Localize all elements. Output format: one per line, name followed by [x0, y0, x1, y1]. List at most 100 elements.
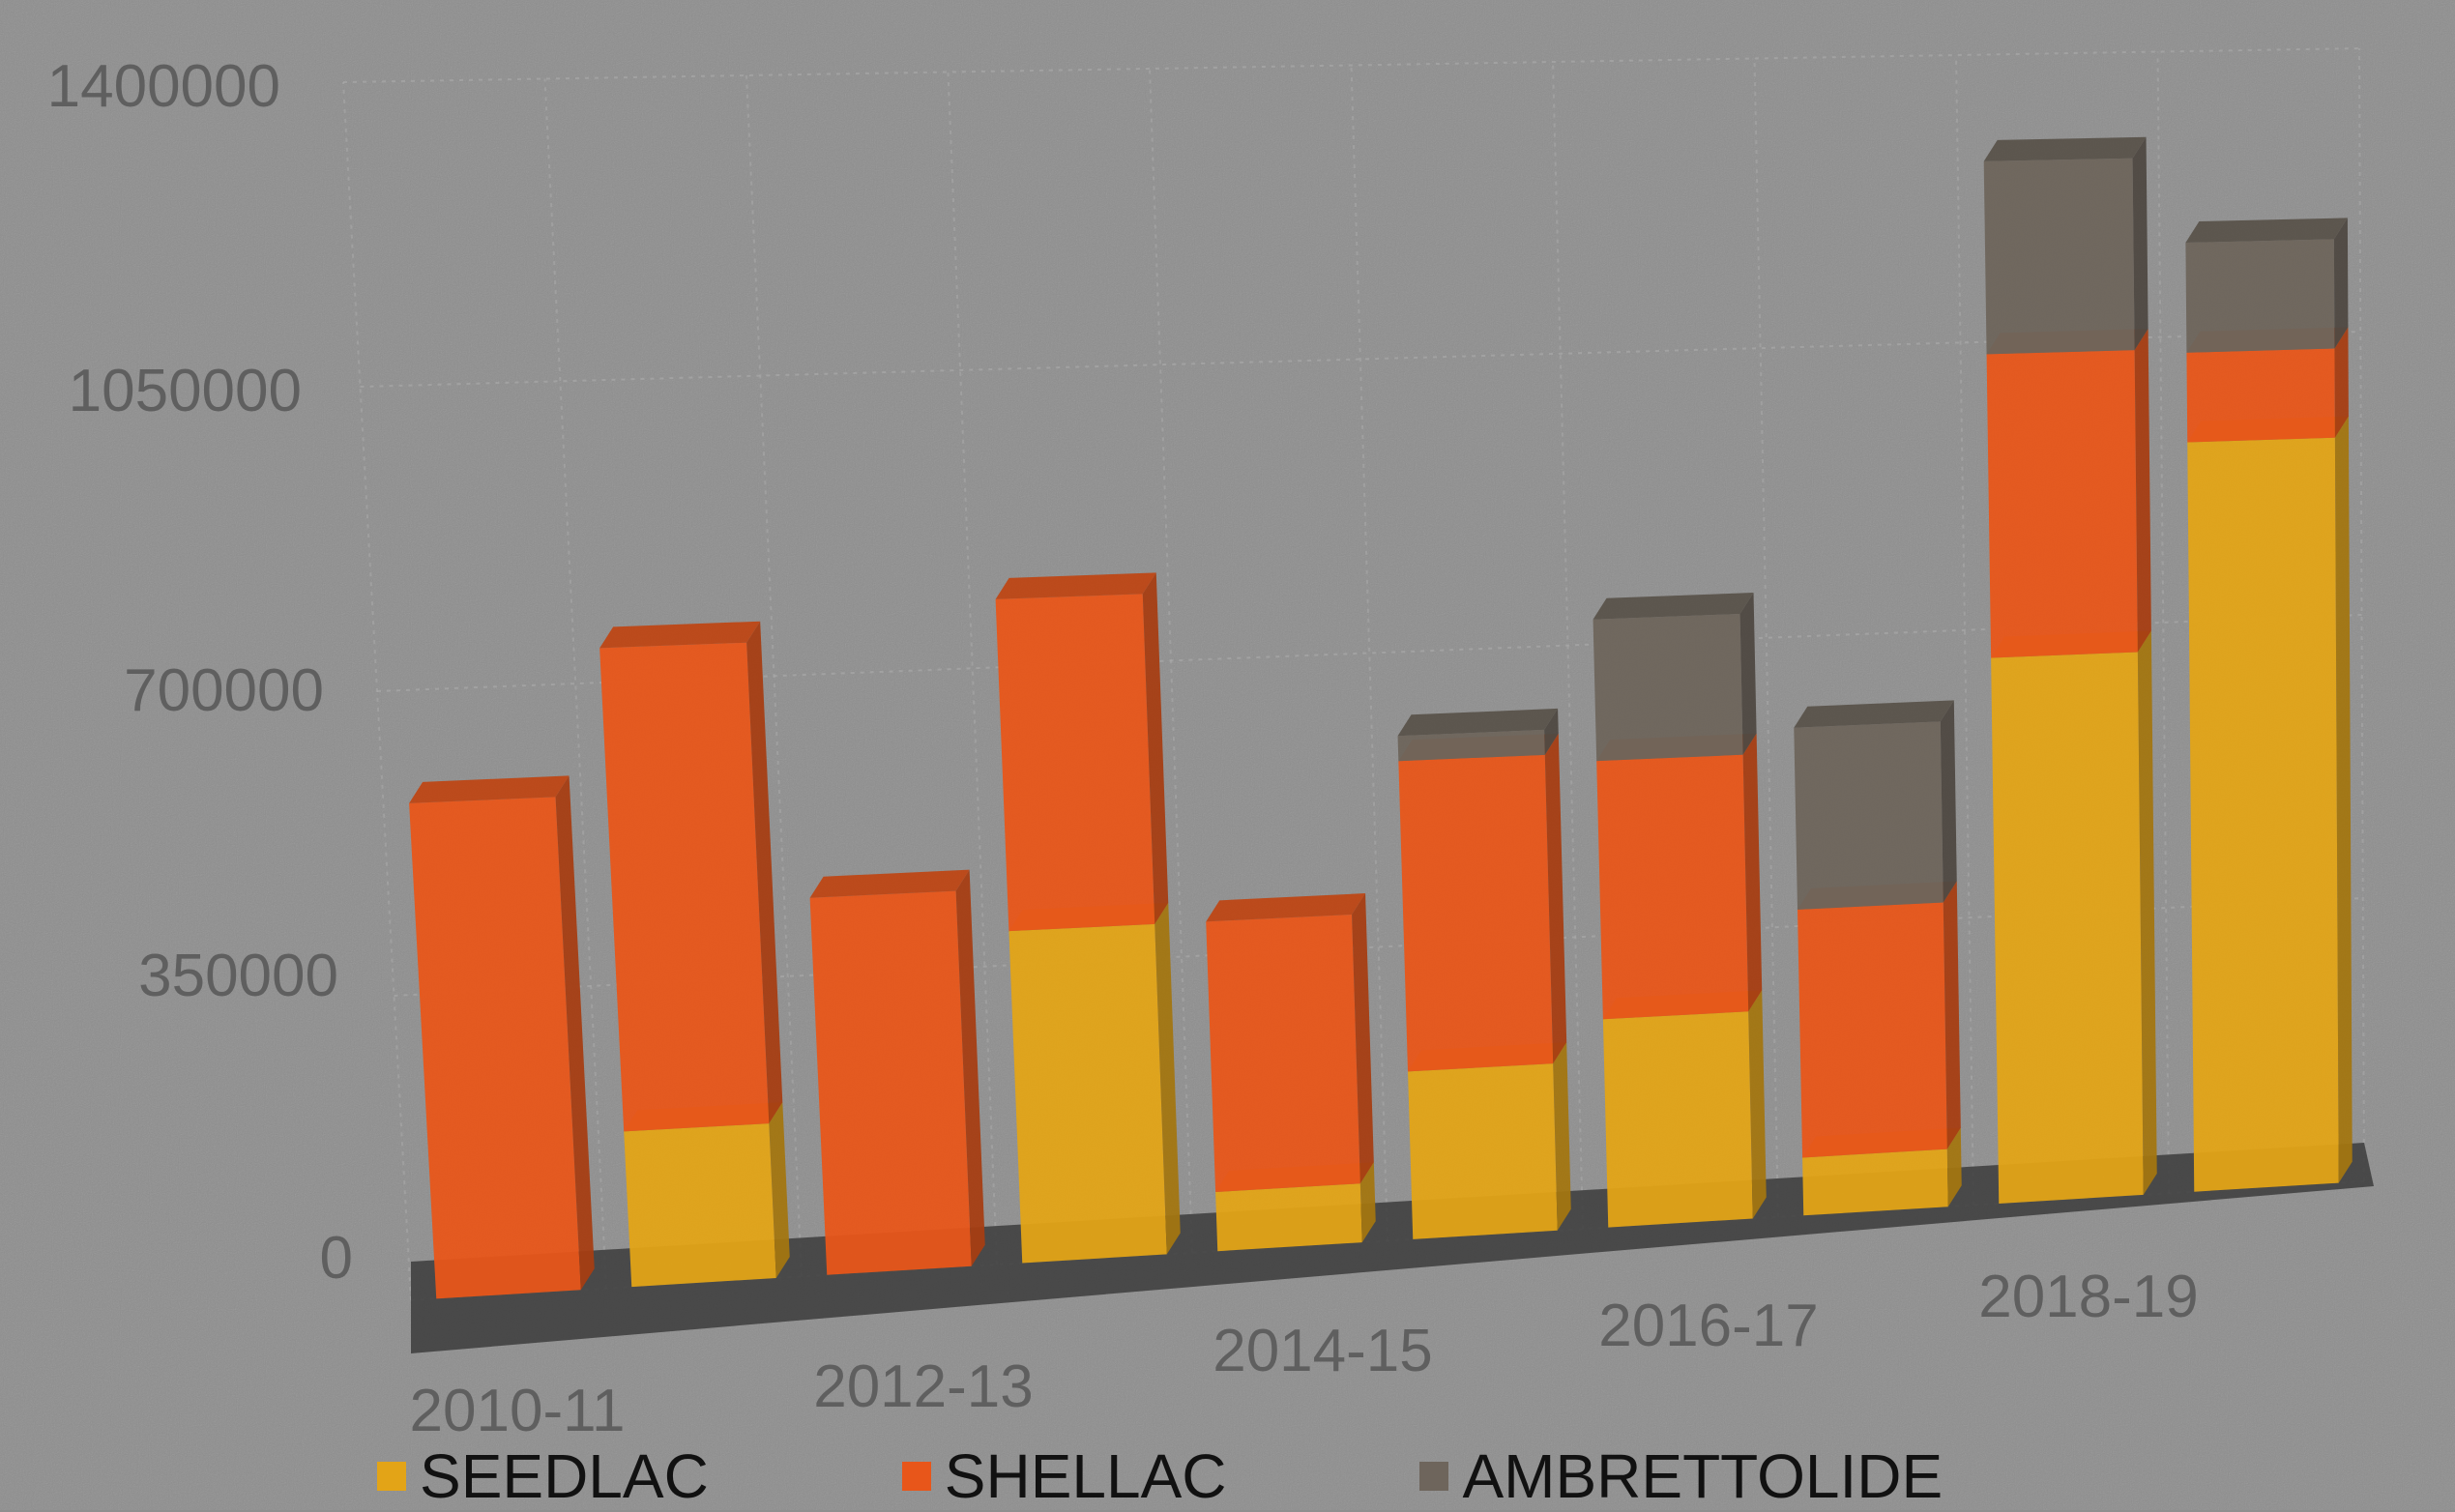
- bar-segment-ambrettolide: [2185, 218, 2349, 353]
- bar-side-face: [1544, 733, 1567, 1064]
- bar-segment-shellac: [1596, 733, 1763, 1020]
- bar-top-face: [1593, 593, 1754, 620]
- bar-segment-seedlac: [1008, 902, 1181, 1264]
- bar-front-face: [624, 1123, 776, 1288]
- bar-top-face: [995, 572, 1156, 599]
- bar-top-face: [1794, 700, 1954, 728]
- bar-side-face: [1544, 708, 1559, 755]
- bar-segment-shellac: [809, 869, 985, 1275]
- bar-segment-shellac: [1986, 329, 2151, 658]
- bar-side-face: [1352, 893, 1374, 1184]
- bar-side-face: [1154, 902, 1181, 1255]
- bar-front-face: [1596, 754, 1749, 1020]
- bar-side-face: [2132, 136, 2148, 351]
- bar-front-face: [1991, 652, 2144, 1205]
- legend-label-ambrettolide: AMBRETTOLIDE: [1462, 1441, 1944, 1511]
- bar-top-face: [809, 869, 970, 898]
- x-tick-label: 2014-15: [1213, 1318, 1433, 1384]
- bars-layer: [409, 136, 2353, 1299]
- bar-side-face: [1943, 881, 1961, 1149]
- bar-top-face: [1983, 136, 2147, 161]
- bar-front-face: [1794, 721, 1944, 910]
- bar-segment-ambrettolide: [1794, 700, 1957, 910]
- bar-side-face: [955, 869, 985, 1266]
- bar-side-face: [2334, 327, 2349, 438]
- bar-front-face: [809, 890, 972, 1275]
- bar-segment-shellac: [995, 572, 1169, 932]
- bar-front-face: [409, 797, 581, 1299]
- bar-front-face: [1986, 350, 2138, 658]
- legend-swatch-seedlac: [377, 1462, 406, 1491]
- bar-segment-shellac: [1206, 893, 1374, 1193]
- bar-top-face: [1206, 893, 1366, 922]
- bar-front-face: [1797, 902, 1947, 1158]
- legend-swatch-shellac: [901, 1462, 931, 1491]
- bar-side-face: [555, 775, 595, 1291]
- bar-side-face: [769, 1102, 790, 1278]
- bar-segment-shellac: [409, 775, 595, 1299]
- x-tick-label: 2012-13: [813, 1353, 1034, 1420]
- bar-top-face: [599, 621, 761, 649]
- gridline-v: [1552, 61, 1584, 1230]
- bar-side-face: [1940, 700, 1957, 903]
- legend-label-shellac: SHELLAC: [944, 1441, 1227, 1511]
- x-tick-label: 2010-11: [410, 1378, 626, 1444]
- bar-front-face: [1215, 1183, 1362, 1252]
- bar-front-face: [1983, 158, 2135, 355]
- gridline-v: [1149, 68, 1193, 1253]
- bar-side-face: [1739, 593, 1757, 755]
- legend-swatch-ambrettolide: [1419, 1462, 1449, 1491]
- gridline-v: [1350, 65, 1388, 1241]
- y-tick-label: 700000: [124, 657, 324, 724]
- y-tick-labels: 0 350000 700000 1050000 1400000: [47, 53, 353, 1292]
- gridline-v: [342, 81, 412, 1301]
- bar-top-face: [1397, 708, 1559, 737]
- bar-segment-ambrettolide: [1593, 593, 1757, 762]
- bar-segment-shellac: [1398, 733, 1567, 1072]
- x-tick-label: 2016-17: [1598, 1293, 1819, 1359]
- bar-side-face: [1553, 1042, 1571, 1231]
- bar-side-face: [1142, 572, 1169, 924]
- gridline-v: [745, 74, 803, 1277]
- bar-front-face: [1802, 1149, 1948, 1216]
- bar-front-face: [1206, 915, 1360, 1193]
- bar-side-face: [1359, 1162, 1376, 1243]
- y-tick-label: 1400000: [47, 53, 280, 120]
- bar-front-face: [2185, 239, 2335, 353]
- bar-side-face: [1742, 733, 1763, 1012]
- bar-segment-shellac: [599, 621, 783, 1132]
- x-tick-labels: 2010-11 2012-13 2014-15 2016-17 2018-19: [410, 1264, 2199, 1444]
- legend-item-seedlac: SEEDLAC: [377, 1440, 709, 1512]
- y-tick-label: 350000: [138, 943, 338, 1009]
- gridline-v: [2156, 51, 2170, 1194]
- bar-side-face: [746, 621, 783, 1124]
- bar-front-face: [2187, 437, 2339, 1192]
- bar-top-face: [409, 775, 570, 803]
- bar-side-face: [1946, 1127, 1962, 1207]
- legend-label-seedlac: SEEDLAC: [420, 1441, 709, 1511]
- bar-side-face: [1748, 990, 1767, 1219]
- bar-side-face: [2334, 416, 2353, 1183]
- bar-side-face: [2134, 329, 2151, 653]
- bar-segment-shellac: [1797, 881, 1961, 1158]
- gridline-h: [342, 47, 2360, 83]
- legend: SEEDLAC SHELLAC AMBRETTOLIDE: [377, 1440, 1943, 1512]
- bar-segment-ambrettolide: [1983, 136, 2148, 355]
- y-tick-label: 1050000: [69, 358, 302, 424]
- bar-front-face: [1408, 1063, 1558, 1239]
- bar-front-face: [1602, 1011, 1753, 1228]
- bar-segment-seedlac: [2187, 416, 2353, 1192]
- bar-side-face: [2137, 630, 2157, 1195]
- legend-item-shellac: SHELLAC: [901, 1440, 1227, 1512]
- bar-front-face: [995, 594, 1155, 932]
- y-tick-label: 0: [320, 1225, 353, 1292]
- x-tick-label: 2018-19: [1978, 1264, 2199, 1330]
- bar-segment-ambrettolide: [1397, 708, 1559, 762]
- bar-front-face: [1397, 729, 1545, 762]
- bar-front-face: [1593, 614, 1743, 762]
- bar-segment-seedlac: [1602, 990, 1767, 1228]
- bar-front-face: [2186, 348, 2335, 443]
- bar-segment-seedlac: [1408, 1042, 1571, 1239]
